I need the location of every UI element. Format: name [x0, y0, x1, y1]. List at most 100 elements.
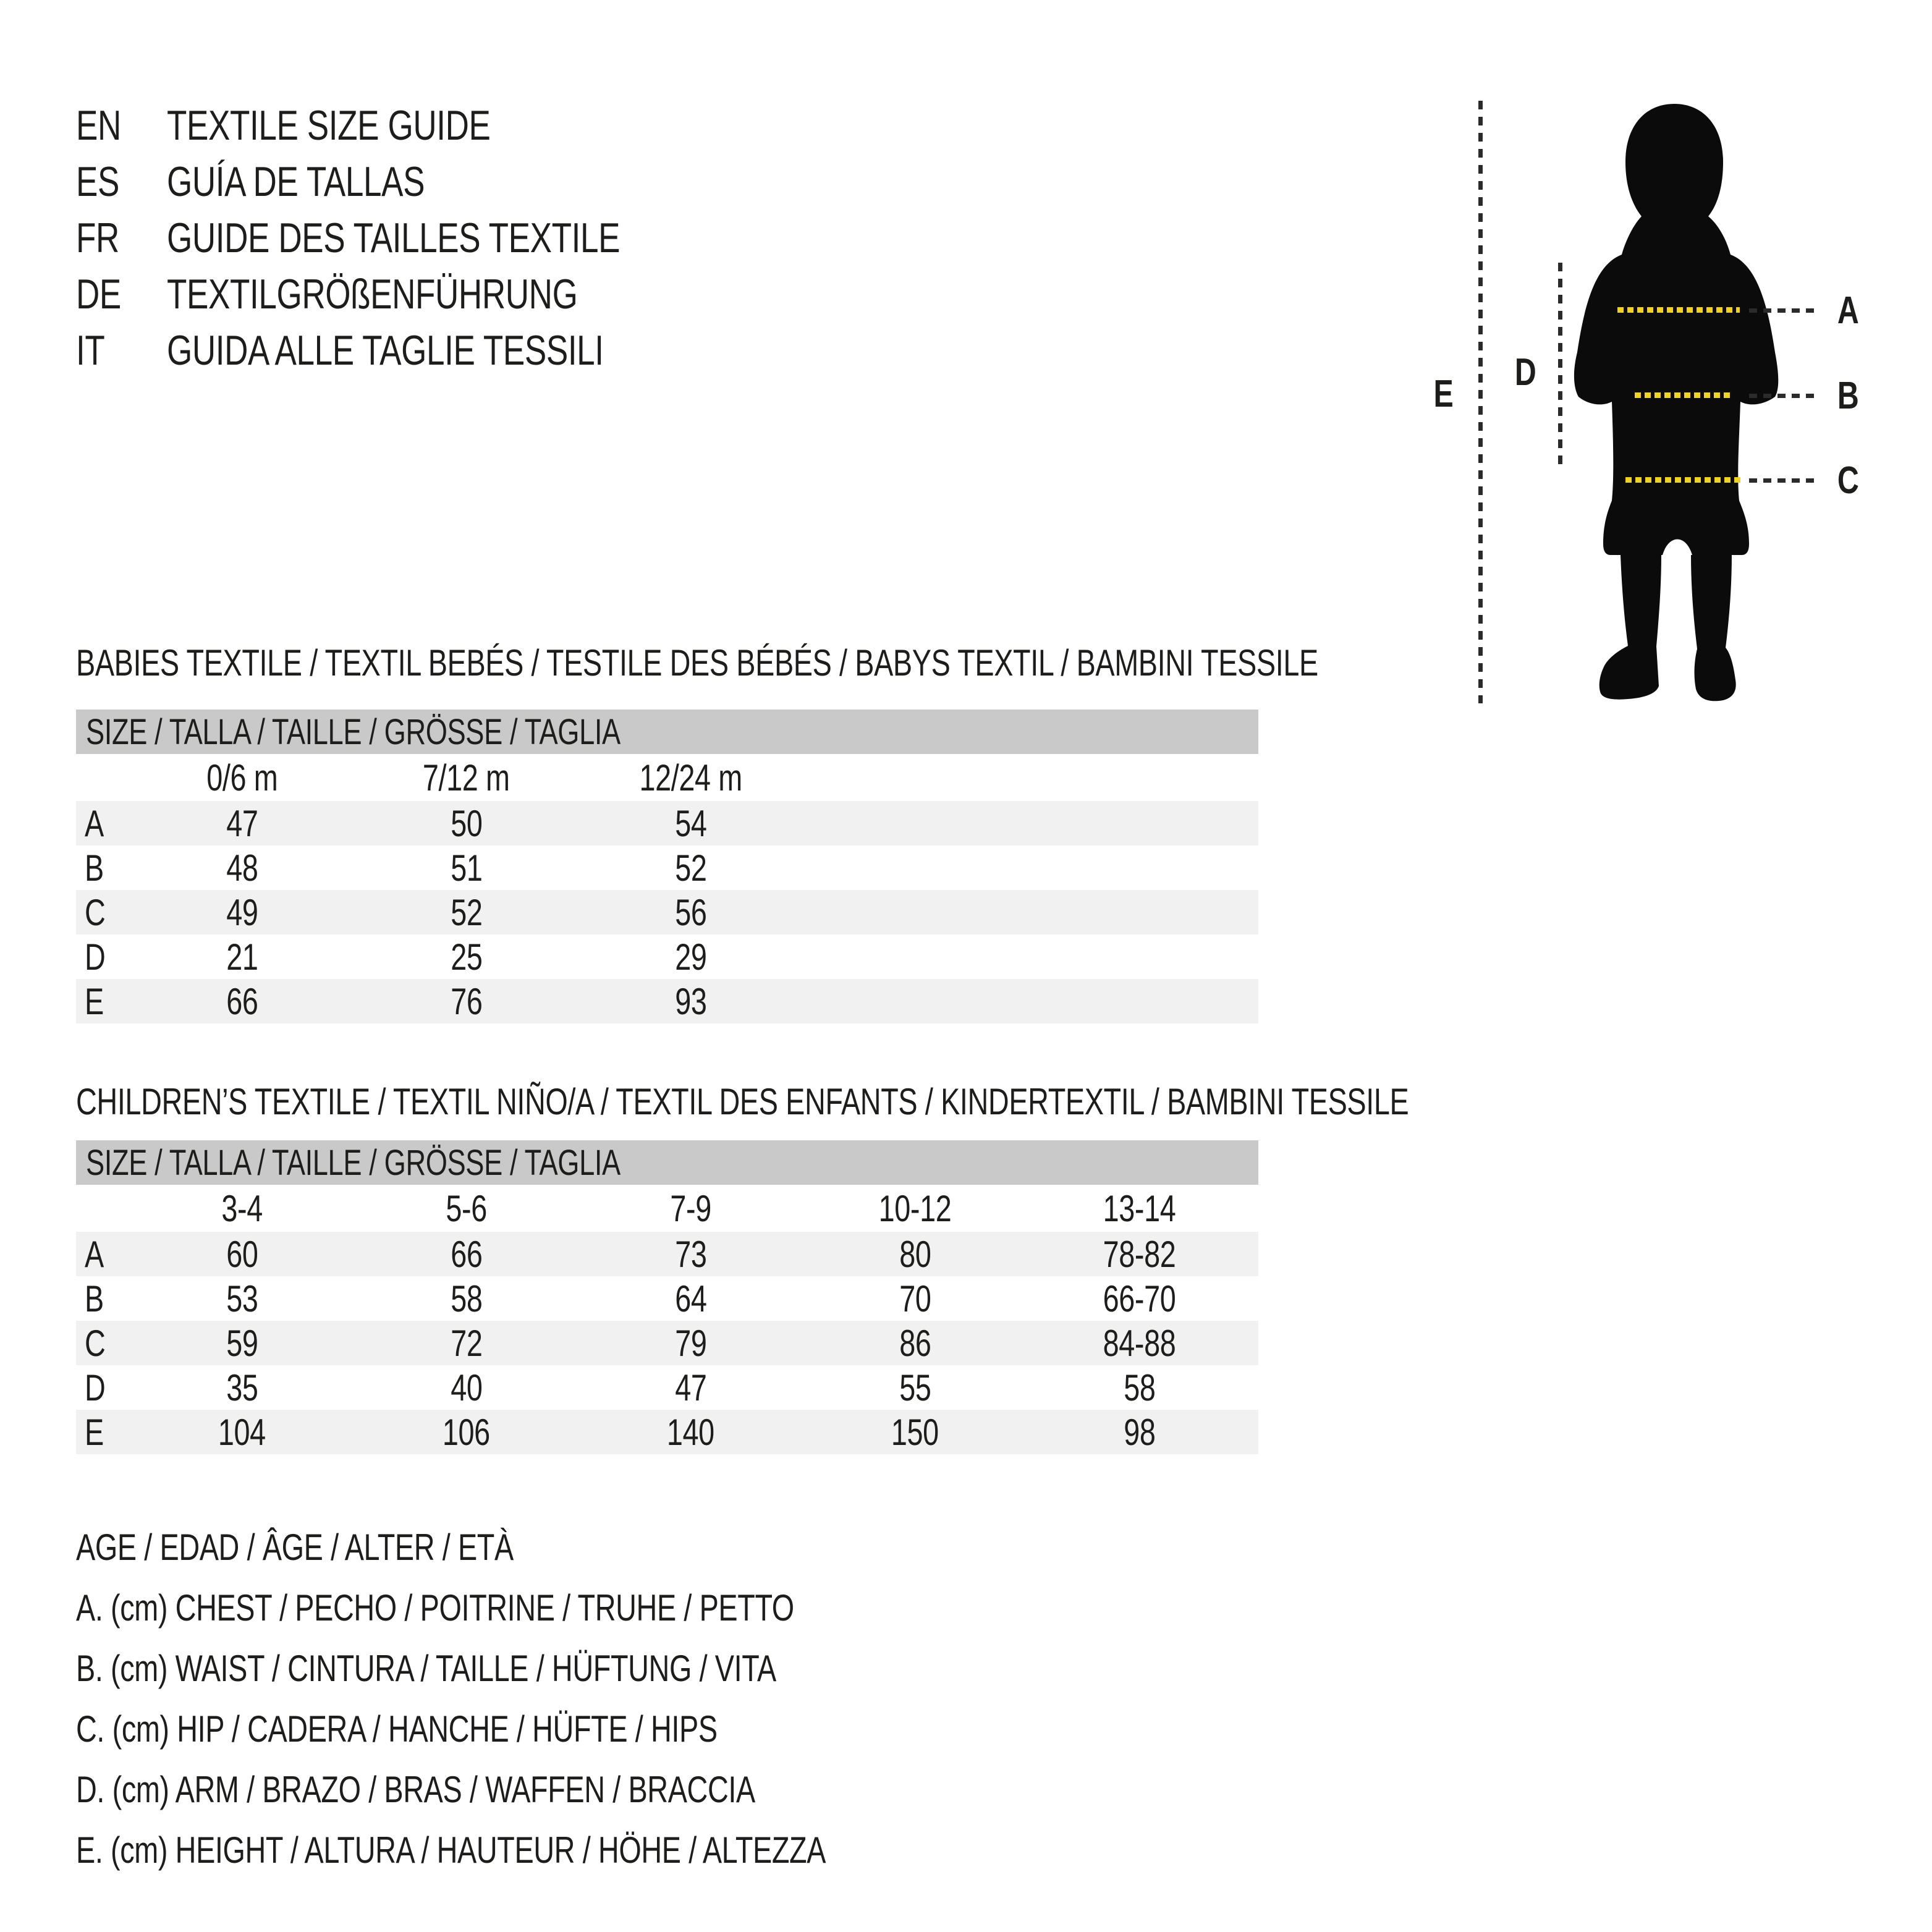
table-row: B 48 51 52 [76, 845, 1258, 890]
chest-measure-line [1617, 307, 1740, 313]
table-row: B 53 58 64 70 66-70 [76, 1276, 1258, 1321]
language-code: DE [76, 270, 167, 318]
language-title: GUIDE DES TAILLES TEXTILE [167, 214, 748, 262]
language-row: FR GUIDE DES TAILLES TEXTILE [76, 210, 748, 266]
table-cell-text: 54 [674, 802, 707, 844]
table-cell: 52 [354, 891, 578, 934]
babies-size-table: SIZE / TALLA / TAILLE / GRÖSSE / TAGLIA 0… [76, 710, 1258, 1023]
table-header-bar-text: SIZE / TALLA / TAILLE / GRÖSSE / TAGLIA [86, 711, 621, 752]
table-cell: 93 [578, 980, 803, 1023]
language-list: EN TEXTILE SIZE GUIDE ES GUÍA DE TALLAS FR GU… [76, 97, 748, 378]
table-cell: 51 [354, 847, 578, 889]
table-row: A 47 50 54 [76, 801, 1258, 845]
table-cell: 150 [803, 1411, 1027, 1454]
column-header-cell: 13-14 [1027, 1187, 1252, 1230]
table-cell: 106 [354, 1411, 578, 1454]
table-cell: 35 [130, 1366, 354, 1409]
row-label-text: B [85, 1277, 104, 1320]
waist-measure-line [1635, 392, 1734, 398]
table-cell: 80 [803, 1233, 1027, 1276]
table-cell: 84-88 [1027, 1322, 1252, 1365]
table-cell-text: 48 [226, 847, 258, 889]
table-cell-text: 86 [899, 1322, 931, 1364]
table-cell-text: 98 [1123, 1411, 1156, 1453]
figure-label-b-text: B [1837, 374, 1859, 417]
language-title-text: TEXTILGRÖßENFÜHRUNG [167, 270, 578, 318]
table-cell-text: 72 [450, 1322, 483, 1364]
table-cell: 54 [578, 802, 803, 845]
table-cell-text: 93 [674, 980, 707, 1022]
column-header-text: 0/6 m [206, 756, 278, 799]
figure-label-e: E [1421, 372, 1465, 415]
table-cell: 78-82 [1027, 1233, 1252, 1276]
table-cell-text: 78-82 [1103, 1233, 1176, 1275]
column-header-cell: 10-12 [803, 1187, 1027, 1230]
babies-section-title-text: BABIES TEXTILE / TEXTIL BEBÉS / TESTILE … [76, 642, 1318, 684]
table-cell: 55 [803, 1366, 1027, 1409]
legend-row: AGE / EDAD / ÂGE / ALTER / ETÀ [76, 1517, 1037, 1577]
table-cell-text: 84-88 [1103, 1322, 1176, 1364]
table-cell: 98 [1027, 1411, 1252, 1454]
table-cell: 21 [130, 936, 354, 978]
row-label-text: D [85, 936, 106, 978]
figure-label-d-text: D [1514, 350, 1536, 394]
table-row: D 35 40 47 55 58 [76, 1365, 1258, 1410]
row-label: B [76, 1277, 130, 1320]
table-cell-text: 47 [226, 802, 258, 844]
legend-row-text: C. (cm) HIP / CADERA / HANCHE / HÜFTE / … [76, 1708, 718, 1750]
table-cell: 49 [130, 891, 354, 934]
children-section-title: CHILDREN’S TEXTILE / TEXTIL NIÑO/A / TEX… [76, 1080, 1785, 1122]
legend-row: B. (cm) WAIST / CINTURA / TAILLE / HÜFTU… [76, 1638, 1037, 1698]
table-cell-text: 80 [899, 1233, 931, 1275]
row-label: C [76, 1322, 130, 1365]
table-row: C 59 72 79 86 84-88 [76, 1321, 1258, 1365]
row-label-text: A [85, 1233, 104, 1275]
row-label: A [76, 802, 130, 845]
legend-row-text: AGE / EDAD / ÂGE / ALTER / ETÀ [76, 1526, 514, 1568]
language-title-text: GUIDA ALLE TAGLIE TESSILI [167, 326, 604, 374]
table-cell-text: 49 [226, 891, 258, 933]
table-cell-text: 79 [674, 1322, 707, 1364]
legend-row-text: D. (cm) ARM / BRAZO / BRAS / WAFFEN / BR… [76, 1768, 755, 1810]
table-cell-text: 64 [674, 1277, 707, 1320]
table-cell-text: 55 [899, 1366, 931, 1409]
table-row: A 60 66 73 80 78-82 [76, 1232, 1258, 1276]
language-code: FR [76, 214, 167, 262]
table-cell: 66 [354, 1233, 578, 1276]
row-label-text: A [85, 802, 104, 844]
table-cell-text: 50 [450, 802, 483, 844]
table-cell: 25 [354, 936, 578, 978]
table-cell: 50 [354, 802, 578, 845]
language-code: IT [76, 326, 167, 375]
column-header-cell: 0/6 m [130, 756, 354, 799]
table-cell: 76 [354, 980, 578, 1023]
table-cell-text: 66 [450, 1233, 483, 1275]
row-label: A [76, 1233, 130, 1276]
legend-row: D. (cm) ARM / BRAZO / BRAS / WAFFEN / BR… [76, 1759, 1037, 1820]
language-title-text: GUÍA DE TALLAS [167, 158, 425, 205]
language-title: TEXTILE SIZE GUIDE [167, 101, 582, 150]
table-cell: 64 [578, 1277, 803, 1320]
legend-row-text: A. (cm) CHEST / PECHO / POITRINE / TRUHE… [76, 1587, 794, 1629]
measurement-legend: AGE / EDAD / ÂGE / ALTER / ETÀ A. (cm) CH… [76, 1517, 1037, 1880]
table-cell-text: 21 [226, 936, 258, 978]
table-cell-text: 150 [891, 1411, 939, 1453]
table-cell: 104 [130, 1411, 354, 1454]
language-title-text: TEXTILE SIZE GUIDE [167, 101, 491, 149]
table-cell: 66-70 [1027, 1277, 1252, 1320]
table-cell-text: 53 [226, 1277, 258, 1320]
table-cell: 58 [354, 1277, 578, 1320]
children-section-title-text: CHILDREN’S TEXTILE / TEXTIL NIÑO/A / TEX… [76, 1080, 1409, 1122]
table-cell: 48 [130, 847, 354, 889]
table-cell-text: 70 [899, 1277, 931, 1320]
row-label: C [76, 891, 130, 934]
table-cell-text: 40 [450, 1366, 483, 1409]
table-cell: 47 [130, 802, 354, 845]
row-label: E [76, 1411, 130, 1454]
row-label-text: D [85, 1366, 106, 1409]
figure-label-b: B [1826, 374, 1870, 417]
table-cell-text: 66-70 [1103, 1277, 1176, 1320]
table-cell-text: 76 [450, 980, 483, 1022]
table-cell: 56 [578, 891, 803, 934]
table-cell-text: 60 [226, 1233, 258, 1275]
